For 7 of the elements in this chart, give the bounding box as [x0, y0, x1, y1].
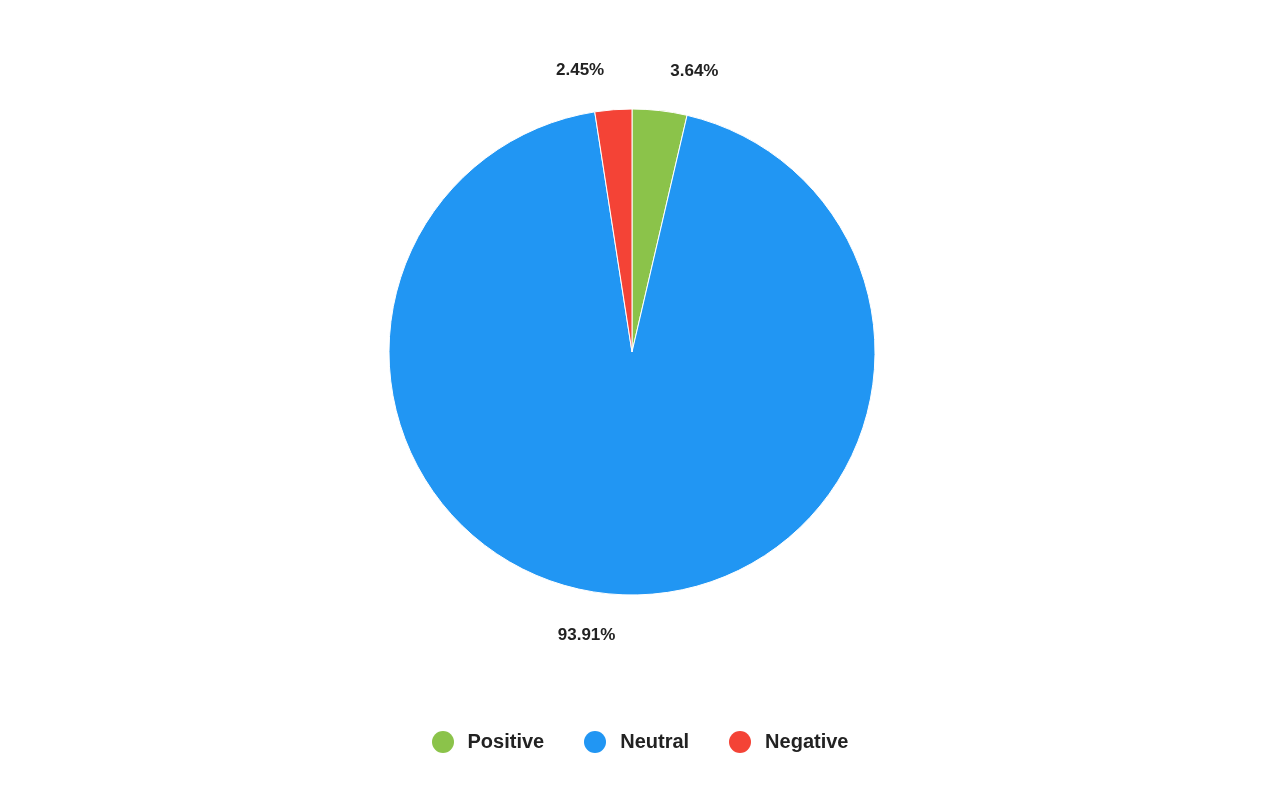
legend-label: Negative: [765, 730, 849, 753]
data-label: 93.91%: [557, 625, 616, 645]
pie-slice: [388, 111, 876, 596]
legend-label: Neutral: [620, 730, 690, 753]
data-label: 2.45%: [556, 60, 605, 80]
data-label: 3.64%: [670, 61, 719, 81]
legend-label: Positive: [467, 730, 545, 753]
